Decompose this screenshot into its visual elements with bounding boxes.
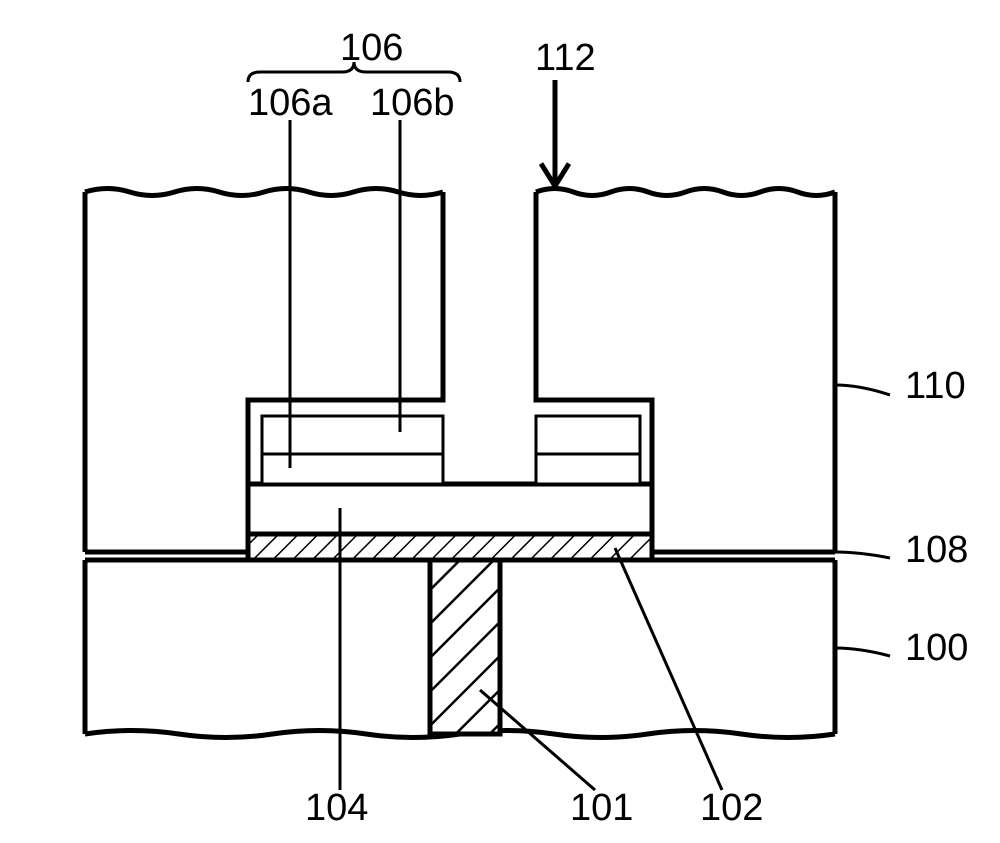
label-108: 108 <box>905 529 968 571</box>
label-106a: 106a <box>248 82 333 124</box>
label-102: 102 <box>700 787 763 829</box>
label-100: 100 <box>905 627 968 669</box>
layer-106b-right <box>536 416 640 454</box>
leader-100_tick <box>835 648 890 656</box>
ild-110-top-left <box>85 189 443 196</box>
plug-101 <box>430 560 500 734</box>
leader-101_line <box>480 690 595 790</box>
label-112: 112 <box>535 37 596 79</box>
label-101: 101 <box>570 787 633 829</box>
label-104: 104 <box>305 787 368 829</box>
ild-110-top-right <box>536 189 835 196</box>
label-110: 110 <box>905 365 966 407</box>
leader-102_line <box>615 548 722 790</box>
label-106b: 106b <box>370 82 455 124</box>
label-106: 106 <box>340 27 403 69</box>
leader-110_tick <box>835 385 890 395</box>
layer-104 <box>248 484 652 534</box>
electrode-102 <box>248 534 652 560</box>
layer-106a-right <box>536 454 640 484</box>
cross-section-diagram: 100 101 102 104 106 108 110 112 106a 106b <box>0 0 1000 843</box>
leader-108_tick <box>835 552 890 558</box>
brace-106 <box>248 62 460 82</box>
